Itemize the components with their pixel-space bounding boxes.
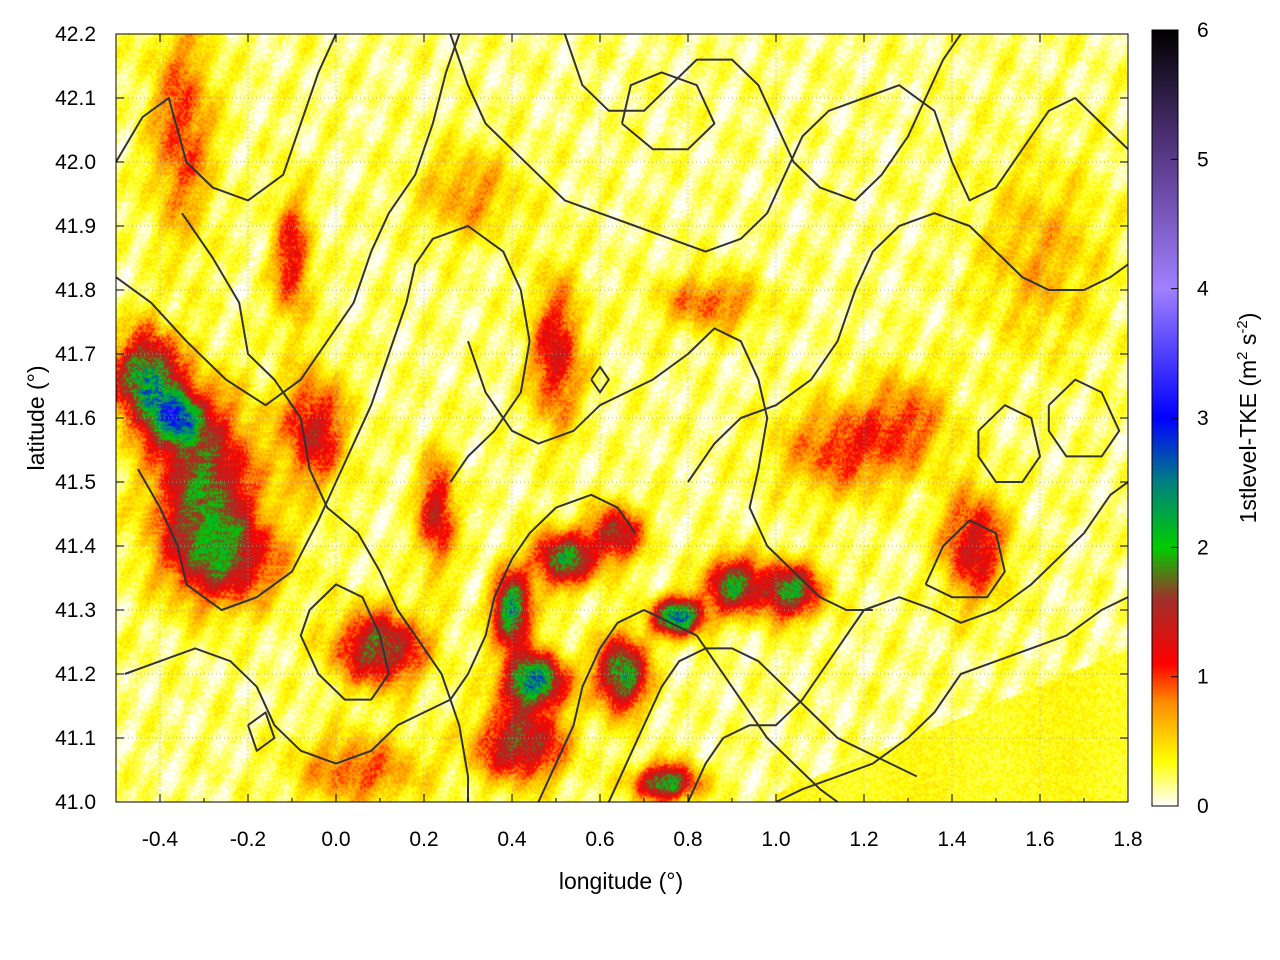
colorbar-label: 1stlevel-TKE (m2 s-2)	[1234, 313, 1261, 524]
colorbar-tick-label-4: 4	[1197, 278, 1209, 301]
y-tick-label-1: 41.1	[55, 727, 96, 750]
colorbar-tick-label-6: 6	[1197, 19, 1209, 42]
colorbar-label-sup1: 2	[1234, 351, 1251, 359]
x-tick-label-4: 0.4	[497, 828, 527, 851]
y-tick-label-3: 41.3	[55, 599, 96, 622]
x-tick-label-11: 1.8	[1113, 828, 1142, 851]
y-tick-label-10: 42.0	[55, 151, 96, 174]
grid-lines	[116, 34, 1128, 802]
colorbar-label-sup2: -2	[1234, 320, 1251, 333]
x-tick-label-8: 1.2	[849, 828, 878, 851]
contour-line-11	[563, 34, 962, 202]
contour-line-1	[116, 34, 461, 407]
y-tick-label-2: 41.2	[55, 663, 96, 686]
x-axis: -0.4 -0.2 0.0 0.2 0.4 0.6 0.8 1.0 1.2 1.4 1.6 1.8	[115, 34, 1143, 851]
contour-line-9	[775, 596, 1128, 802]
y-tick-label-8: 41.8	[55, 279, 96, 302]
contour-line-4	[124, 493, 637, 765]
y-tick-label-0: 41.0	[55, 791, 96, 814]
y-tick-label-9: 41.9	[55, 215, 96, 238]
y-axis: 41.0 41.1 41.2 41.3 41.4 41.5 41.6 41.7 41.8 41.9…	[55, 23, 1128, 814]
colorbar-label-mid: s	[1235, 334, 1261, 352]
contour-line-15	[977, 404, 1041, 483]
terrain-contours	[116, 34, 1128, 802]
y-tick-label-7: 41.7	[55, 343, 96, 366]
y-axis-label: latitude (°)	[23, 365, 49, 470]
y-tick-label-6: 41.6	[55, 407, 96, 430]
plot-area	[115, 33, 1129, 803]
contour-line-6	[537, 609, 839, 802]
contour-line-8	[687, 481, 1128, 802]
y-tick-label-12: 42.2	[55, 23, 96, 46]
x-tick-label-7: 1.0	[761, 828, 790, 851]
colorbar-label-main: 1stlevel-TKE (m	[1235, 360, 1261, 524]
contour-line-10	[687, 212, 1128, 483]
contour-line-19	[247, 711, 276, 752]
contour-line-13	[621, 71, 716, 151]
y-tick-label-5: 41.5	[55, 471, 96, 494]
y-tick-label-4: 41.4	[55, 535, 96, 558]
x-tick-label-2: 0.0	[321, 828, 350, 851]
x-tick-label-3: 0.2	[409, 828, 438, 851]
contour-line-18	[1047, 378, 1121, 458]
x-tick-label-6: 0.8	[673, 828, 702, 851]
x-tick-label-10: 1.6	[1025, 828, 1054, 851]
x-tick-label-9: 1.4	[937, 828, 967, 851]
x-tick-label-5: 0.6	[585, 828, 614, 851]
colorbar-ticks: 0 1 2 3 4 5 6	[1171, 19, 1209, 818]
colorbar-tick-label-1: 1	[1197, 666, 1209, 689]
contour-line-17	[590, 365, 610, 394]
contour-line-5	[467, 327, 873, 611]
contour-line-14	[924, 519, 1006, 599]
colorbar-tick-label-5: 5	[1197, 148, 1209, 171]
contour-line-7	[607, 647, 918, 802]
colorbar-tick-label-3: 3	[1197, 407, 1209, 430]
colorbar-tick-label-0: 0	[1197, 795, 1209, 818]
x-tick-label-0: -0.4	[142, 828, 179, 851]
contour-line-12	[449, 34, 1128, 253]
x-tick-label-1: -0.2	[230, 828, 266, 851]
contour-line-3	[137, 225, 531, 611]
contour-line-16	[299, 583, 390, 701]
colorbar-label-end: )	[1235, 313, 1261, 321]
contour-line-0	[116, 34, 337, 202]
y-tick-label-11: 42.1	[55, 87, 96, 110]
x-axis-label: longitude (°)	[559, 868, 683, 894]
colorbar-tick-label-2: 2	[1197, 536, 1209, 559]
